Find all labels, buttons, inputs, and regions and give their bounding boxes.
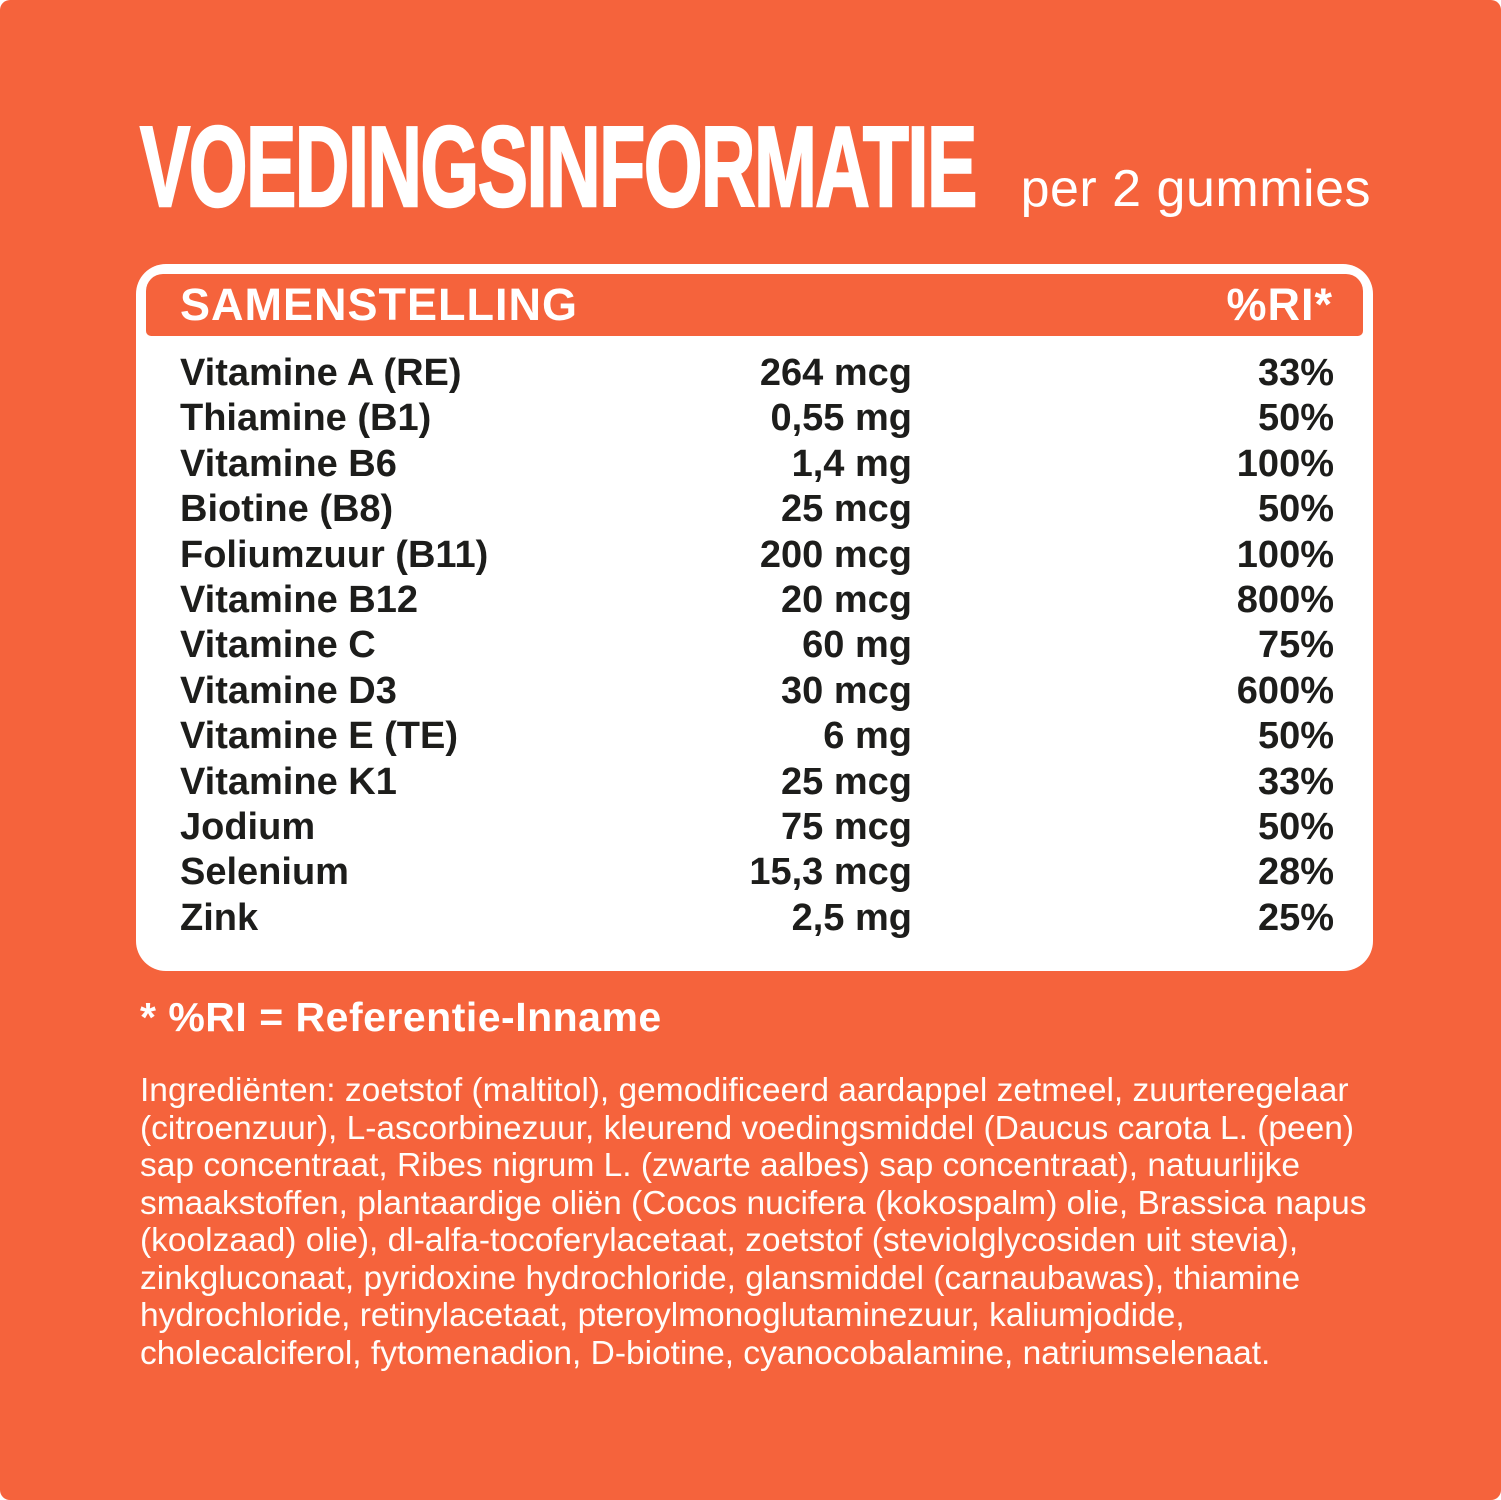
table-row: Biotine (B8) 25 mcg 50% <box>180 487 1334 532</box>
ingredients-paragraph: Ingrediënten: zoetstof (maltitol), gemod… <box>140 1072 1367 1372</box>
table-row: Zink 2,5 mg 25% <box>180 896 1334 941</box>
nutrient-ri: 100% <box>1236 442 1334 485</box>
table-row: Thiamine (B1) 0,55 mg 50% <box>180 396 1334 441</box>
table-row: Selenium 15,3 mcg 28% <box>180 850 1334 895</box>
nutrient-name: Vitamine E (TE) <box>180 715 459 758</box>
table-row: Vitamine B6 1,4 mg 100% <box>180 442 1334 487</box>
nutrient-amount: 264 mcg <box>759 352 912 394</box>
page-title-wrap: VOEDINGSINFORMATIE <box>139 104 1020 231</box>
nutrient-ri: 50% <box>1257 397 1334 440</box>
table-row: Vitamine A (RE) 264 mcg 33% <box>180 351 1334 396</box>
nutrient-ri: 50% <box>1257 488 1334 531</box>
nutrient-amount: 2,5 mg <box>791 896 912 939</box>
nutrient-ri: 33% <box>1257 760 1334 803</box>
nutrient-name: Thiamine (B1) <box>180 397 432 440</box>
nutrient-name: Selenium <box>180 851 349 894</box>
nutrient-amount: 75 mcg <box>781 806 912 849</box>
nutrient-ri: 33% <box>1257 352 1334 394</box>
table-row: Vitamine B12 20 mcg 800% <box>180 578 1334 623</box>
nutrient-amount: 0,55 mg <box>770 397 912 440</box>
table-row: Vitamine C 60 mg 75% <box>180 623 1334 668</box>
nutrient-name: Vitamine C <box>180 624 376 667</box>
nutrient-amount: 25 mcg <box>781 760 912 803</box>
nutrient-name: Zink <box>180 896 259 939</box>
column-header-ri: %RI* <box>1226 279 1333 330</box>
nutrient-ri: 50% <box>1257 806 1334 849</box>
nutrient-name: Biotine (B8) <box>180 488 394 531</box>
nutrient-name: Vitamine B6 <box>180 442 397 485</box>
nutrient-amount: 20 mcg <box>781 579 912 622</box>
label-header: VOEDINGSINFORMATIE per 2 gummies <box>139 104 1371 231</box>
nutrient-amount: 15,3 mcg <box>749 851 912 894</box>
table-row: Vitamine D3 30 mcg 600% <box>180 669 1334 714</box>
nutrient-amount: 1,4 mg <box>791 442 912 485</box>
nutrient-ri: 28% <box>1257 851 1334 894</box>
nutrient-ri: 50% <box>1257 715 1334 758</box>
page-title: VOEDINGSINFORMATIE <box>139 104 978 231</box>
nutrient-name: Jodium <box>180 806 316 849</box>
nutrient-amount: 30 mcg <box>781 669 912 712</box>
column-header-composition: SAMENSTELLING <box>180 279 579 330</box>
ri-footnote: * %RI = Referentie-Inname <box>140 994 662 1041</box>
nutrient-name: Vitamine A (RE) <box>180 352 462 394</box>
nutrient-ri: 100% <box>1236 533 1334 576</box>
nutrient-amount: 25 mcg <box>781 488 912 531</box>
table-body: Vitamine A (RE) 264 mcg 33% Thiamine (B1… <box>146 336 1363 961</box>
nutrient-name: Vitamine D3 <box>180 669 397 712</box>
table-row: Vitamine E (TE) 6 mg 50% <box>180 714 1334 759</box>
nutrient-name: Vitamine K1 <box>180 760 397 803</box>
nutrient-name: Vitamine B12 <box>180 579 418 622</box>
nutrient-name: Foliumzuur (B11) <box>180 533 489 576</box>
table-header-row: SAMENSTELLING %RI* <box>146 274 1363 336</box>
table-row: Vitamine K1 25 mcg 33% <box>180 760 1334 805</box>
nutrient-amount: 6 mg <box>823 715 912 758</box>
nutrition-table-card: SAMENSTELLING %RI* Vitamine A (RE) 264 m… <box>136 264 1373 972</box>
nutrient-amount: 200 mcg <box>759 533 912 576</box>
serving-size-label: per 2 gummies <box>1020 160 1371 218</box>
table-row: Foliumzuur (B11) 200 mcg 100% <box>180 533 1334 578</box>
table-row: Jodium 75 mcg 50% <box>180 805 1334 850</box>
nutrient-amount: 60 mg <box>802 624 912 667</box>
nutrient-ri: 600% <box>1236 669 1334 712</box>
nutrient-ri: 800% <box>1236 579 1334 622</box>
nutrient-ri: 75% <box>1257 624 1334 667</box>
nutrient-ri: 25% <box>1257 896 1334 939</box>
